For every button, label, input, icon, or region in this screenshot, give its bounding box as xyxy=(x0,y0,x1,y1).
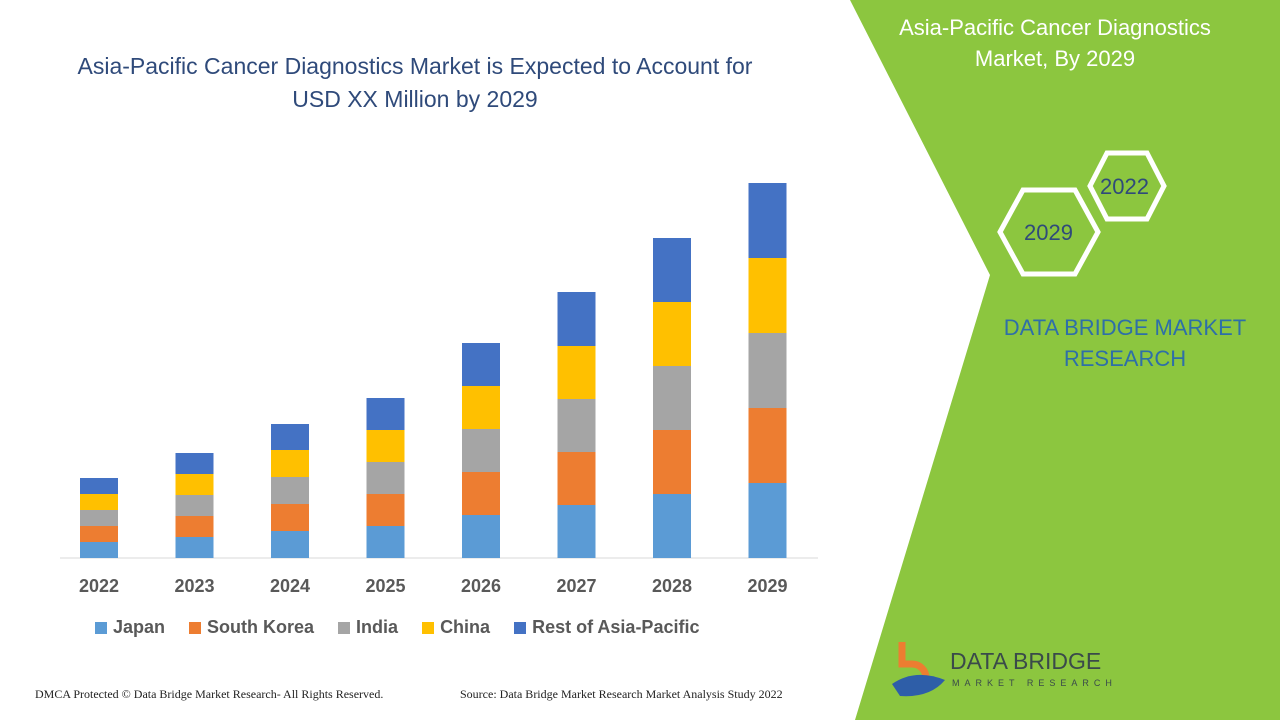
hex-label-2022: 2022 xyxy=(1100,174,1149,199)
x-tick-label: 2025 xyxy=(365,576,405,596)
bar-japan-2023 xyxy=(175,537,214,558)
bar-rest-of-asia-pacific-2024 xyxy=(271,424,309,450)
x-tick-label: 2024 xyxy=(270,576,310,596)
bar-india-2026 xyxy=(462,429,500,472)
legend-item: India xyxy=(338,617,398,638)
x-tick-label: 2029 xyxy=(747,576,787,596)
bar-china-2029 xyxy=(748,258,787,333)
bar-rest-of-asia-pacific-2029 xyxy=(748,183,787,258)
x-tick-label: 2026 xyxy=(461,576,501,596)
bar-japan-2022 xyxy=(80,542,118,558)
legend-item: China xyxy=(422,617,490,638)
hex-label-2029: 2029 xyxy=(1024,220,1073,245)
bar-japan-2027 xyxy=(557,505,596,558)
source-footer: Source: Data Bridge Market Research Mark… xyxy=(460,687,783,701)
hexagon-2029 xyxy=(997,187,1101,277)
bar-china-2028 xyxy=(653,302,691,366)
bar-china-2025 xyxy=(366,430,405,462)
logo-icon xyxy=(892,642,945,697)
bar-south-korea-2023 xyxy=(175,516,214,537)
bar-south-korea-2026 xyxy=(462,472,500,515)
bar-japan-2024 xyxy=(271,531,309,558)
bar-rest-of-asia-pacific-2027 xyxy=(557,292,596,346)
legend-label: South Korea xyxy=(207,617,315,637)
legend-label: Rest of Asia-Pacific xyxy=(532,617,700,637)
bar-south-korea-2022 xyxy=(80,526,118,542)
bar-south-korea-2029 xyxy=(748,408,787,483)
bar-japan-2026 xyxy=(462,515,500,558)
stacked-bar-chart: 2022 2023 2024 2025 2026 2027 2028 2029 xyxy=(60,183,818,596)
logo-subtitle: MARKET RESEARCH xyxy=(952,678,1117,688)
copyright-footer: DMCA Protected © Data Bridge Market Rese… xyxy=(35,687,384,701)
bar-japan-2028 xyxy=(653,494,691,558)
chart-title: Asia-Pacific Cancer Diagnostics Market i… xyxy=(77,53,753,112)
bar-rest-of-asia-pacific-2022 xyxy=(80,478,118,494)
bar-china-2022 xyxy=(80,494,118,510)
x-tick-label: 2027 xyxy=(556,576,596,596)
legend-swatch xyxy=(422,621,435,634)
bar-rest-of-asia-pacific-2025 xyxy=(366,398,405,430)
bar-india-2024 xyxy=(271,477,309,504)
bar-china-2027 xyxy=(557,346,596,399)
bar-rest-of-asia-pacific-2028 xyxy=(653,238,691,302)
legend-label: China xyxy=(440,617,491,637)
brand-text: DATA BRIDGE MARKET RESEARCH xyxy=(1003,315,1247,371)
bar-south-korea-2024 xyxy=(271,504,309,531)
legend-item: Japan xyxy=(95,617,165,638)
bar-south-korea-2025 xyxy=(366,494,405,526)
bar-china-2024 xyxy=(271,450,309,477)
bar-india-2029 xyxy=(748,333,787,408)
legend: Japan South Korea India China Rest of Asia-P… xyxy=(95,617,699,638)
side-title: Asia-Pacific Cancer Diagnostics Market, … xyxy=(899,15,1211,71)
bar-rest-of-asia-pacific-2023 xyxy=(175,453,214,474)
bar-south-korea-2027 xyxy=(557,452,596,505)
bar-south-korea-2028 xyxy=(653,430,691,494)
x-tick-label: 2022 xyxy=(79,576,119,596)
bar-india-2023 xyxy=(175,495,214,516)
logo-name: DATA BRIDGE xyxy=(950,648,1102,674)
bar-india-2022 xyxy=(80,510,118,526)
legend-swatch xyxy=(95,621,107,634)
bar-china-2026 xyxy=(462,386,500,429)
legend-swatch xyxy=(514,621,527,634)
legend-item: Rest of Asia-Pacific xyxy=(514,617,699,638)
x-tick-label: 2023 xyxy=(174,576,214,596)
bar-india-2025 xyxy=(366,462,405,494)
bar-japan-2025 xyxy=(366,526,405,558)
bar-india-2028 xyxy=(653,366,691,430)
legend-swatch xyxy=(338,621,351,634)
bar-japan-2029 xyxy=(748,483,787,558)
hexagon-2022 xyxy=(1087,150,1167,222)
legend-label: Japan xyxy=(113,617,166,637)
legend-item: South Korea xyxy=(189,617,314,638)
bar-china-2023 xyxy=(175,474,214,495)
bar-india-2027 xyxy=(557,399,596,452)
legend-swatch xyxy=(189,621,202,634)
bar-rest-of-asia-pacific-2026 xyxy=(462,343,500,386)
legend-label: India xyxy=(356,617,399,637)
x-tick-label: 2028 xyxy=(652,576,692,596)
